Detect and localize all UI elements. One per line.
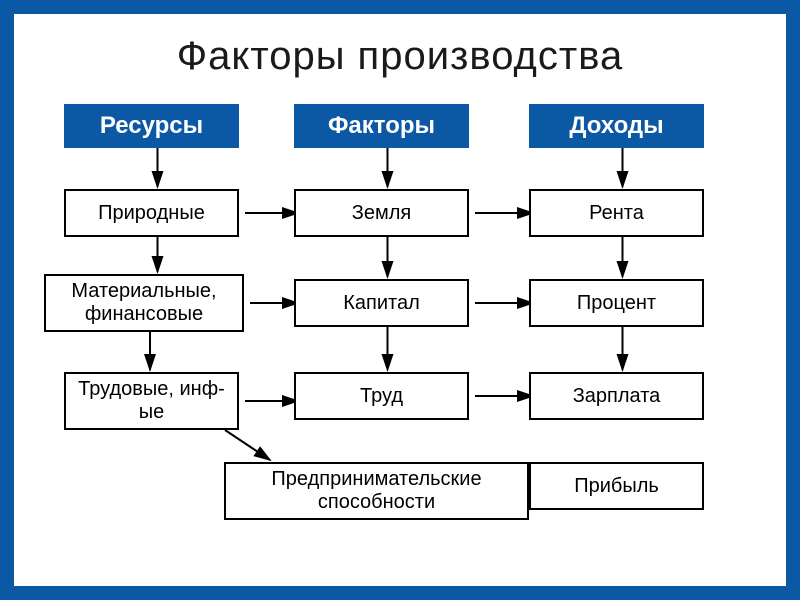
node-r2: Материальные, финансовые <box>44 274 244 332</box>
slide-title: Факторы производства <box>44 34 756 79</box>
node-h1: Ресурсы <box>64 104 239 148</box>
node-f4: Предпринимательские способности <box>224 462 529 520</box>
node-h2: Факторы <box>294 104 469 148</box>
node-d1: Рента <box>529 189 704 237</box>
diagram-canvas: Ресурсы Факторы Доходы Природные Материальны… <box>44 104 756 544</box>
node-f2: Капитал <box>294 279 469 327</box>
node-f3: Труд <box>294 372 469 420</box>
node-f1: Земля <box>294 189 469 237</box>
node-r1: Природные <box>64 189 239 237</box>
slide-content: Факторы производства Ресурсы Факторы Доход… <box>14 14 786 586</box>
edge-r3-f4 <box>225 430 270 460</box>
node-d4: Прибыль <box>529 462 704 510</box>
slide-frame: Факторы производства Ресурсы Факторы Доход… <box>0 0 800 600</box>
node-r3: Трудовые, инф-ые <box>64 372 239 430</box>
node-d3: Зарплата <box>529 372 704 420</box>
node-h3: Доходы <box>529 104 704 148</box>
node-d2: Процент <box>529 279 704 327</box>
